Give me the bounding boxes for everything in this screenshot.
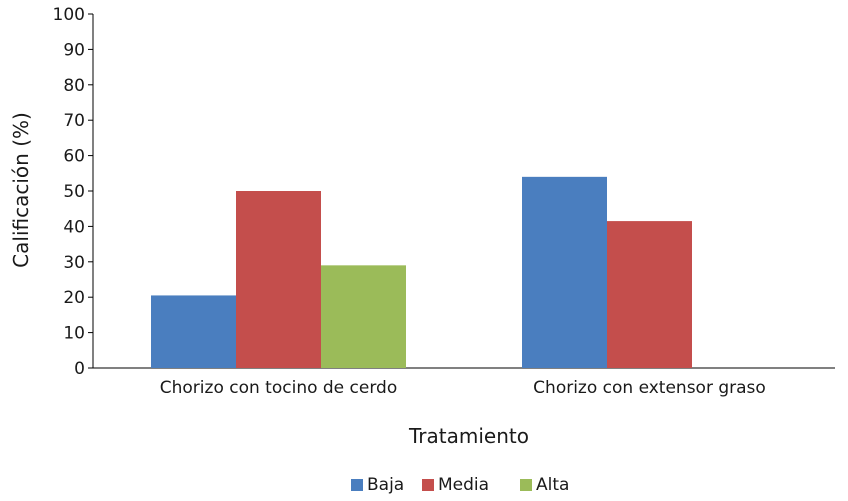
y-tick-label: 50 <box>63 182 85 202</box>
x-axis-title: Tratamiento <box>408 424 529 448</box>
legend-swatch-baja <box>351 479 363 491</box>
y-tick-label: 100 <box>53 5 85 25</box>
y-tick-label: 0 <box>74 359 85 379</box>
bar-alta-1 <box>321 265 406 368</box>
y-tick-label: 90 <box>63 40 85 60</box>
y-tick-label: 10 <box>63 324 85 344</box>
y-tick-label: 40 <box>63 217 85 237</box>
category-labels: Chorizo con tocino de cerdo Chorizo con e… <box>160 378 766 398</box>
y-tick-label: 60 <box>63 147 85 167</box>
category-label: Chorizo con extensor graso <box>533 378 766 398</box>
legend-swatch-alta <box>520 479 532 491</box>
y-tick-label: 20 <box>63 288 85 308</box>
y-tick-label: 30 <box>63 253 85 273</box>
y-tick-label: 80 <box>63 76 85 96</box>
bar-baja-1 <box>151 295 236 368</box>
y-axis: 0 10 20 30 40 50 60 70 80 90 100 <box>53 5 94 379</box>
y-tick-label: 70 <box>63 111 85 131</box>
legend-label-media: Media <box>438 475 489 495</box>
y-axis-title: Calificación (%) <box>9 112 33 268</box>
legend-label-alta: Alta <box>536 475 569 495</box>
bars <box>151 176 692 368</box>
legend: Baja Media Alta <box>351 475 569 495</box>
category-label: Chorizo con tocino de cerdo <box>160 378 397 398</box>
bar-baja-2 <box>522 176 607 368</box>
legend-label-baja: Baja <box>367 475 404 495</box>
bar-media-1 <box>236 191 321 368</box>
bar-media-2 <box>607 221 692 368</box>
legend-swatch-media <box>422 479 434 491</box>
